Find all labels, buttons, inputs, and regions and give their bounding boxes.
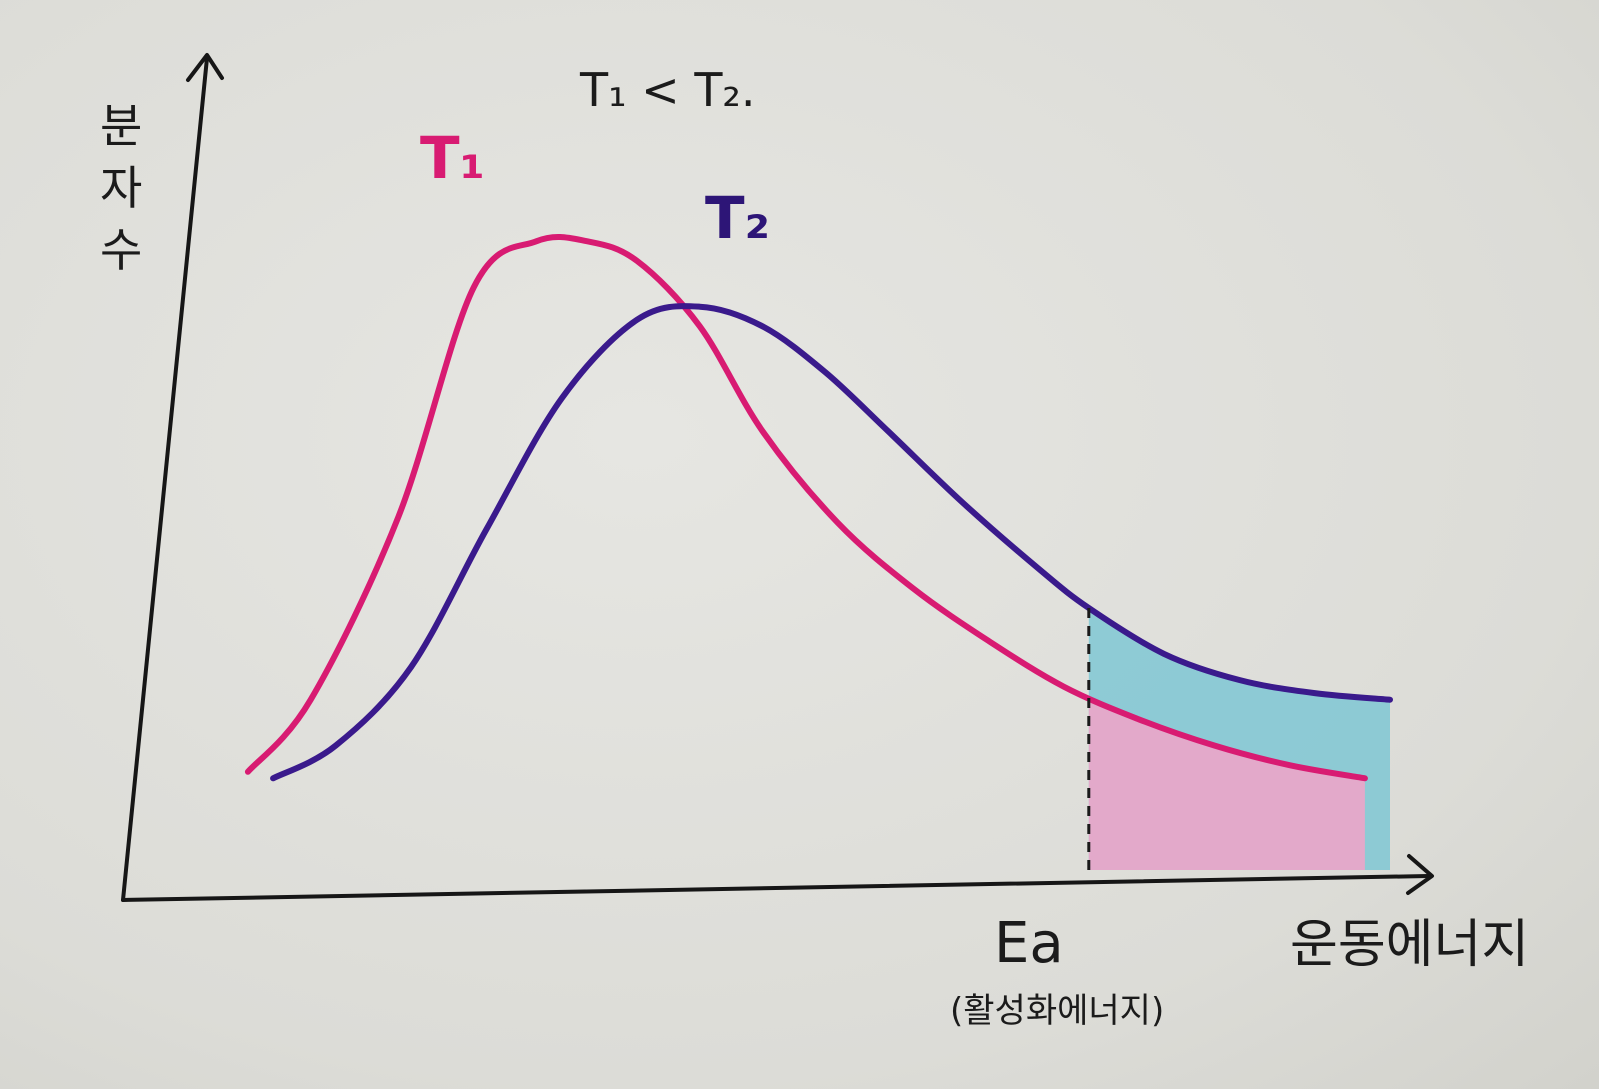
- x-axis: [121, 874, 1430, 902]
- x-axis-arrowhead: [1406, 854, 1434, 895]
- y-axis-arrowhead: [186, 53, 224, 82]
- curves: [244, 233, 1393, 782]
- axes: [121, 53, 1434, 902]
- shaded-area-2: [1088, 697, 1365, 870]
- series-line-t2: [270, 303, 1393, 782]
- series-label-t1: T₁: [420, 124, 485, 192]
- series-label-t2: T₂: [705, 184, 770, 252]
- series-line-t1: [244, 233, 1368, 782]
- y-axis: [121, 56, 209, 902]
- threshold-sublabel: (활성화에너지): [950, 991, 1164, 1031]
- threshold-label: Ea: [994, 911, 1064, 976]
- chart-title: T₁ < T₂.: [579, 63, 756, 117]
- x-axis-label: 운동에너지: [1290, 915, 1529, 975]
- shaded-regions: [1088, 608, 1390, 870]
